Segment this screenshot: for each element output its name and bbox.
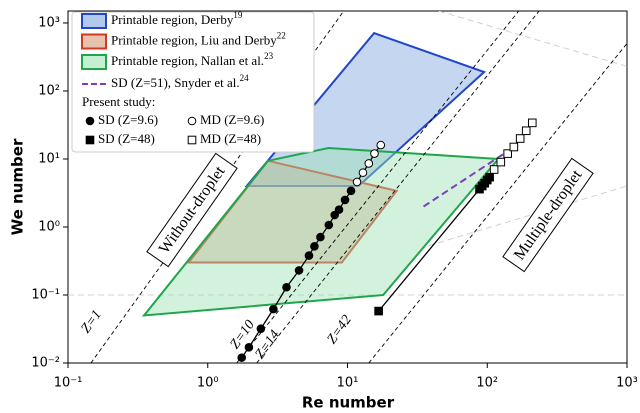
y-axis-label: We number [9, 138, 27, 235]
point [496, 157, 506, 167]
x-tick-label: 10¹ [337, 376, 359, 391]
point [304, 251, 314, 260]
legend-label: MD (Z=48) [200, 131, 261, 146]
legend-text: Printable region, Nallan et al. [111, 53, 264, 68]
reference-label: Z=10 [228, 318, 258, 352]
point [346, 186, 356, 196]
point [282, 282, 291, 292]
legend-ref: 19 [233, 10, 243, 20]
point [316, 232, 325, 242]
reference-line [90, 11, 345, 363]
y-tick-label: 10² [38, 83, 60, 98]
legend-label: MD (Z=9.6) [200, 112, 264, 127]
reference-line [368, 43, 627, 363]
legend-label: Printable region, Nallan et al.23 [111, 51, 274, 68]
legend-text: SD (Z=51), Snyder et al. [111, 75, 240, 90]
legend-label: Printable region, Liu and Derby22 [111, 31, 286, 48]
legend-heading: Present study: [82, 94, 155, 109]
legend-ref: 22 [277, 31, 286, 41]
x-axis-label: Re number [302, 394, 395, 412]
point [376, 140, 386, 150]
y-tick-label: 10⁻² [31, 356, 60, 371]
legend-marker [187, 135, 197, 145]
reference-label: Z=14 [253, 328, 283, 362]
x-tick-label: 10⁻¹ [54, 376, 83, 391]
point [352, 177, 362, 187]
point [521, 126, 531, 136]
point [509, 142, 519, 152]
guide-line [428, 185, 627, 247]
y-tick-label: 10³ [38, 15, 60, 30]
legend-label: SD (Z=51), Snyder et al.24 [111, 73, 249, 90]
x-tick-label: 10³ [616, 376, 638, 391]
legend-label: SD (Z=48) [98, 131, 155, 146]
point [485, 172, 494, 182]
legend-marker [187, 116, 197, 126]
point [358, 168, 368, 177]
snyder-line [422, 150, 509, 208]
legend-text: Printable region, Liu and Derby [111, 32, 277, 47]
point [340, 195, 350, 205]
x-tick-label: 10⁰ [197, 376, 219, 391]
annotation-box [146, 152, 238, 268]
point [334, 205, 344, 214]
y-tick-label: 10⁰ [38, 219, 60, 234]
point [370, 149, 379, 158]
point [310, 242, 319, 251]
point [527, 118, 537, 128]
annotation: Multiple-droplet [502, 157, 594, 273]
point [294, 266, 304, 275]
x-tick-label: 10² [476, 376, 498, 391]
point [244, 343, 254, 352]
legend-label: SD (Z=9.6) [98, 112, 158, 127]
guide-line [438, 11, 627, 67]
annotation-text: Multiple-droplet [511, 166, 586, 263]
point [256, 324, 266, 333]
point [489, 165, 499, 174]
point [364, 159, 374, 168]
legend-marker [85, 135, 95, 145]
reference-label: Z=42 [325, 313, 355, 347]
legend-box [71, 11, 315, 153]
legend-label: Printable region, Derby19 [111, 10, 243, 27]
point [503, 149, 512, 158]
point [269, 304, 278, 314]
point [237, 353, 247, 362]
legend-swatch [81, 33, 107, 50]
reference-line [236, 11, 520, 363]
point [324, 220, 334, 230]
annotation-box [502, 157, 594, 273]
legend-swatch [81, 13, 107, 29]
region [141, 147, 501, 317]
legend-ref: 23 [264, 51, 274, 61]
reference-label: Z=1 [79, 308, 105, 336]
legend-marker [85, 116, 95, 126]
legend-text: Printable region, Derby [111, 12, 234, 27]
reference-line [256, 11, 540, 363]
y-tick-label: 10¹ [38, 151, 60, 166]
legend-swatch [81, 54, 107, 70]
point [374, 306, 383, 316]
y-tick-label: 10⁻¹ [31, 287, 60, 302]
legend-ref: 24 [240, 73, 250, 83]
point [515, 134, 525, 143]
